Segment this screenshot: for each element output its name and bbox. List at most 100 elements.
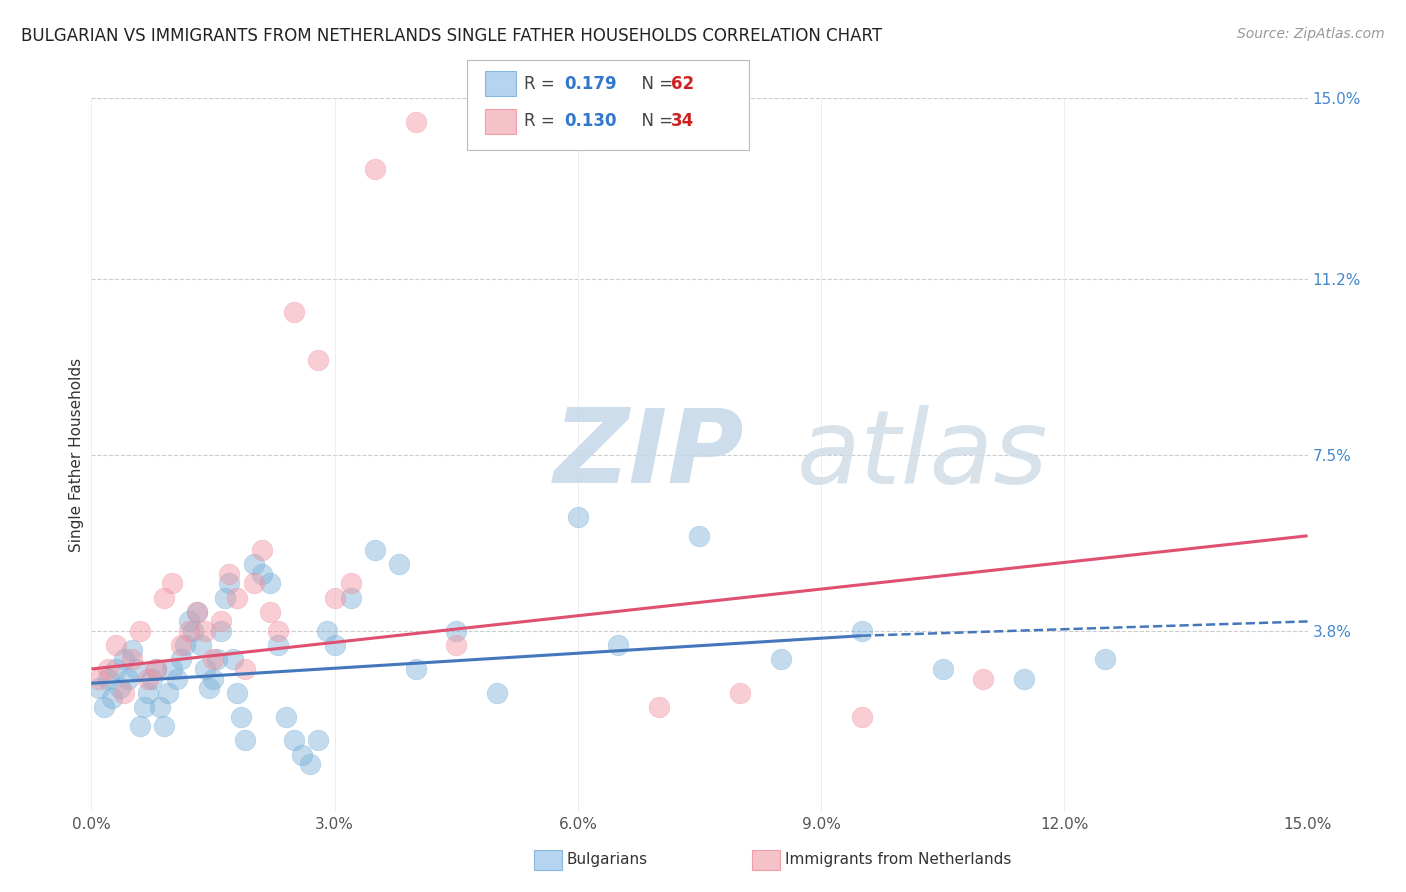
Point	[186, 605, 208, 619]
Point	[177, 624, 200, 638]
Point	[283, 733, 305, 747]
Point	[202, 652, 225, 666]
Point	[153, 591, 176, 605]
Point	[218, 566, 240, 581]
Text: R =: R =	[524, 75, 561, 93]
Point	[851, 709, 873, 723]
Point	[112, 686, 135, 700]
Point	[136, 686, 159, 700]
Point	[89, 681, 111, 695]
Point	[485, 686, 508, 700]
Point	[226, 591, 249, 605]
Point	[194, 624, 217, 638]
Point	[315, 624, 337, 638]
Point	[214, 591, 236, 605]
Point	[117, 672, 139, 686]
Point	[607, 638, 630, 652]
Point	[972, 672, 994, 686]
Point	[242, 558, 264, 572]
Point	[274, 709, 297, 723]
Point	[291, 747, 314, 762]
Point	[235, 662, 257, 676]
Point	[259, 605, 281, 619]
Point	[388, 558, 411, 572]
Point	[198, 681, 221, 695]
Point	[1012, 672, 1035, 686]
Point	[405, 115, 427, 129]
Point	[226, 686, 249, 700]
Point	[157, 686, 180, 700]
Point	[129, 624, 152, 638]
Point	[1094, 652, 1116, 666]
Text: Source: ZipAtlas.com: Source: ZipAtlas.com	[1237, 27, 1385, 41]
Point	[323, 638, 346, 652]
Point	[141, 672, 163, 686]
Point	[222, 652, 245, 666]
Point	[209, 624, 232, 638]
Text: atlas: atlas	[797, 405, 1049, 505]
Text: BULGARIAN VS IMMIGRANTS FROM NETHERLANDS SINGLE FATHER HOUSEHOLDS CORRELATION CH: BULGARIAN VS IMMIGRANTS FROM NETHERLANDS…	[21, 27, 882, 45]
Point	[267, 624, 290, 638]
Point	[323, 591, 346, 605]
Point	[250, 543, 273, 558]
Point	[97, 672, 120, 686]
Point	[307, 352, 329, 367]
Point	[194, 662, 217, 676]
Point	[728, 686, 751, 700]
Text: 0.179: 0.179	[564, 75, 616, 93]
Point	[145, 662, 167, 676]
Point	[444, 624, 467, 638]
Point	[100, 690, 122, 705]
Text: ZIP: ZIP	[554, 404, 744, 506]
Point	[190, 638, 212, 652]
Point	[162, 576, 184, 591]
Point	[89, 672, 111, 686]
Point	[97, 662, 120, 676]
Point	[307, 733, 329, 747]
Point	[209, 615, 232, 629]
Point	[104, 638, 127, 652]
Point	[769, 652, 792, 666]
Point	[121, 652, 143, 666]
Point	[242, 576, 264, 591]
Point	[688, 529, 710, 543]
Text: R =: R =	[524, 112, 561, 130]
Point	[567, 509, 589, 524]
Point	[364, 162, 387, 177]
Point	[112, 652, 135, 666]
Point	[173, 638, 195, 652]
Point	[177, 615, 200, 629]
Point	[283, 305, 305, 319]
Point	[202, 672, 225, 686]
Point	[136, 672, 159, 686]
Point	[235, 733, 257, 747]
Point	[132, 700, 155, 714]
Point	[125, 662, 148, 676]
Point	[149, 700, 172, 714]
Point	[851, 624, 873, 638]
Point	[108, 681, 131, 695]
Point	[250, 566, 273, 581]
Point	[267, 638, 290, 652]
Point	[129, 719, 152, 733]
Text: Immigrants from Netherlands: Immigrants from Netherlands	[785, 853, 1011, 867]
Point	[169, 638, 191, 652]
Point	[405, 662, 427, 676]
Point	[93, 700, 115, 714]
Point	[169, 652, 191, 666]
Point	[145, 662, 167, 676]
Point	[340, 576, 363, 591]
Point	[340, 591, 363, 605]
Point	[153, 719, 176, 733]
Point	[259, 576, 281, 591]
Point	[931, 662, 953, 676]
Point	[648, 700, 671, 714]
Point	[166, 672, 188, 686]
Point	[444, 638, 467, 652]
Point	[205, 652, 228, 666]
Point	[299, 757, 322, 772]
Text: 0.130: 0.130	[564, 112, 616, 130]
Point	[231, 709, 253, 723]
Point	[104, 662, 127, 676]
Text: 34: 34	[671, 112, 695, 130]
